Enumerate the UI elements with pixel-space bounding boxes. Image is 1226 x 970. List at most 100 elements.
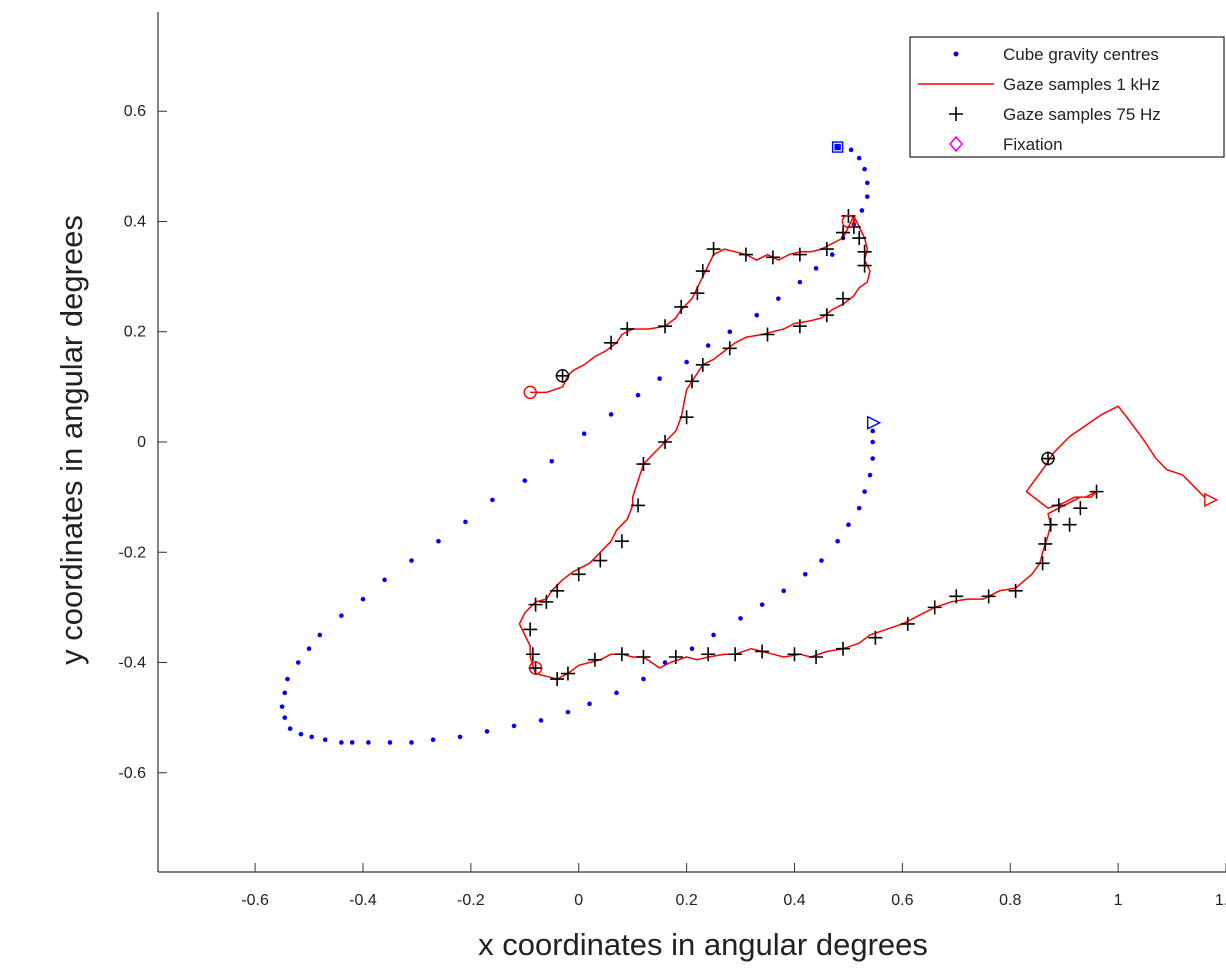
data-point [566, 710, 571, 715]
data-point [860, 208, 865, 213]
data-point [282, 715, 287, 720]
data-point [458, 735, 463, 740]
data-point [928, 600, 942, 614]
data-point [857, 156, 862, 161]
data-point [865, 181, 870, 186]
data-point [280, 704, 285, 709]
data-point [727, 329, 732, 334]
data-point [1073, 501, 1087, 515]
data-point [865, 194, 870, 199]
data-point [868, 473, 873, 478]
data-point [690, 646, 695, 651]
data-point [307, 646, 312, 651]
series-0 [280, 145, 875, 745]
data-point [1038, 537, 1052, 551]
data-point [636, 650, 650, 664]
data-point [870, 440, 875, 445]
data-point [323, 737, 328, 742]
data-point [339, 613, 344, 618]
legend-label: Gaze samples 1 kHz [1003, 75, 1160, 94]
data-point [463, 520, 468, 525]
data-point [556, 369, 570, 383]
x-tick-label: 0.4 [783, 892, 805, 909]
data-point [760, 602, 765, 607]
data-point [819, 558, 824, 563]
x-tick-label: 0.2 [675, 892, 697, 909]
y-tick-label: -0.2 [118, 544, 146, 561]
data-point [836, 642, 850, 656]
data-point [1009, 584, 1023, 598]
y-tick-label: 0.6 [124, 103, 146, 120]
data-point [685, 374, 699, 388]
data-point [738, 616, 743, 621]
data-point [539, 718, 544, 723]
data-point [409, 558, 414, 563]
data-point [490, 498, 495, 503]
data-point [431, 737, 436, 742]
data-point [550, 584, 564, 598]
legend: Cube gravity centres Gaze samples 1 kHz Ga… [910, 37, 1224, 157]
data-point [1063, 518, 1077, 532]
data-point [761, 328, 775, 342]
data-point [339, 740, 344, 745]
data-point [582, 431, 587, 436]
data-point [529, 598, 543, 612]
data-point [674, 300, 688, 314]
y-tick-label: -0.6 [118, 765, 146, 782]
x-tick-label: -0.4 [349, 892, 377, 909]
data-point [707, 242, 721, 256]
legend-dot-icon [954, 52, 959, 57]
data-point [766, 250, 780, 264]
data-point [982, 589, 996, 603]
data-point [604, 336, 618, 350]
data-point [755, 644, 769, 658]
x-tick-label: 0.6 [891, 892, 913, 909]
data-point [857, 506, 862, 511]
data-point [776, 296, 781, 301]
data-point [798, 280, 803, 285]
data-point [512, 724, 517, 729]
data-point [868, 631, 882, 645]
data-point [754, 313, 759, 318]
series-2 [523, 209, 1103, 686]
data-point [382, 578, 387, 583]
data-point [858, 245, 872, 259]
data-point [1036, 556, 1050, 570]
data-point [388, 740, 393, 745]
data-point [870, 429, 875, 434]
data-point [593, 554, 607, 568]
data-point [288, 726, 293, 731]
data-point [728, 647, 742, 661]
data-point [739, 248, 753, 262]
data-point [658, 319, 672, 333]
data-point [1044, 518, 1058, 532]
data-point [849, 148, 854, 153]
data-point [641, 677, 646, 682]
data-point [285, 677, 290, 682]
data-point [803, 572, 808, 577]
x-tick-label: -0.2 [457, 892, 485, 909]
x-tick-label: -0.6 [241, 892, 269, 909]
x-tick-label: 0 [574, 892, 583, 909]
data-point [588, 653, 602, 667]
data-point [835, 145, 840, 150]
data-point [657, 376, 662, 381]
x-tick-label: 1.2 [1215, 892, 1226, 909]
data-point [793, 248, 807, 262]
data-point [526, 647, 540, 661]
data-point [609, 412, 614, 417]
data-point [862, 489, 867, 494]
data-point [485, 729, 490, 734]
legend-label: Fixation [1003, 135, 1063, 154]
end-marker [868, 417, 880, 429]
data-point [572, 567, 586, 581]
data-point [436, 539, 441, 544]
data-point [549, 459, 554, 464]
legend-label: Gaze samples 75 Hz [1003, 105, 1161, 124]
data-point [318, 633, 323, 638]
data-point [615, 647, 629, 661]
data-point [350, 740, 355, 745]
data-point [636, 393, 641, 398]
data-point [522, 478, 527, 483]
